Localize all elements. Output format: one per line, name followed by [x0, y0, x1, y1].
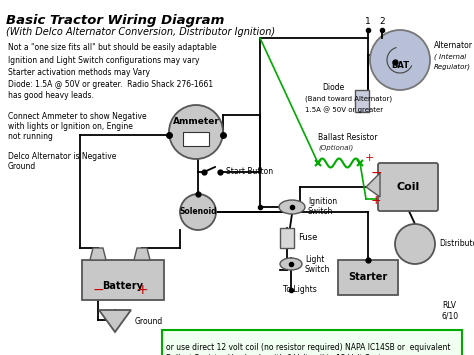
- Text: Not a "one size fits all" but should be easily adaptable: Not a "one size fits all" but should be …: [8, 43, 217, 52]
- Text: Diode: Diode: [322, 83, 344, 93]
- Text: Coil: Coil: [396, 182, 419, 192]
- Text: Diode: 1.5A @ 50V or greater.  Radio Shack 276-1661: Diode: 1.5A @ 50V or greater. Radio Shac…: [8, 80, 213, 89]
- Polygon shape: [90, 248, 106, 260]
- Text: (With Delco Alternator Conversion, Distributor Ignition): (With Delco Alternator Conversion, Distr…: [6, 27, 275, 37]
- Text: with lights or Ignition on, Engine: with lights or Ignition on, Engine: [8, 122, 133, 131]
- Circle shape: [370, 30, 430, 90]
- Text: not running: not running: [8, 132, 53, 141]
- Text: Alternator: Alternator: [434, 42, 473, 50]
- Text: (Optional): (Optional): [318, 145, 353, 151]
- Text: Basic Tractor Wiring Diagram: Basic Tractor Wiring Diagram: [6, 14, 224, 27]
- Text: Switch: Switch: [305, 264, 330, 273]
- Bar: [338, 260, 398, 295]
- Bar: [183, 132, 209, 146]
- Text: RLV: RLV: [442, 301, 456, 311]
- FancyBboxPatch shape: [378, 163, 438, 211]
- Text: Regulator): Regulator): [434, 64, 471, 70]
- Text: Delco Alternator is Negative: Delco Alternator is Negative: [8, 152, 117, 161]
- Text: Start Button: Start Button: [226, 168, 273, 176]
- Bar: [280, 228, 294, 248]
- Text: or use direct 12 volt coil (no resistor required) NAPA IC14SB or  equivalent: or use direct 12 volt coil (no resistor …: [166, 343, 450, 352]
- Bar: [355, 90, 369, 112]
- Polygon shape: [99, 310, 131, 332]
- Text: Solenoid: Solenoid: [179, 208, 217, 217]
- Text: Connect Ammeter to show Negative: Connect Ammeter to show Negative: [8, 112, 146, 121]
- Text: Switch: Switch: [308, 208, 333, 217]
- Text: Ammeter: Ammeter: [173, 118, 219, 126]
- Text: 1.5A @ 50V or greater: 1.5A @ 50V or greater: [305, 106, 383, 113]
- Text: Battery: Battery: [102, 281, 144, 291]
- Text: 6/10: 6/10: [442, 311, 459, 321]
- Text: 1: 1: [365, 17, 371, 27]
- Ellipse shape: [280, 258, 302, 270]
- Text: To Lights: To Lights: [283, 285, 317, 295]
- Circle shape: [169, 105, 223, 159]
- Polygon shape: [366, 173, 380, 197]
- Text: Ground: Ground: [135, 317, 163, 327]
- Text: +: +: [136, 283, 148, 297]
- Text: 2: 2: [379, 17, 385, 27]
- Text: Starter activation methods may Vary: Starter activation methods may Vary: [8, 68, 150, 77]
- Text: has good heavy leads.: has good heavy leads.: [8, 91, 94, 100]
- Bar: [82, 260, 164, 300]
- Text: +: +: [365, 153, 374, 163]
- Text: Ground: Ground: [8, 162, 36, 171]
- Text: Starter: Starter: [348, 273, 388, 283]
- Text: −: −: [370, 166, 382, 180]
- Text: Distributor: Distributor: [439, 240, 474, 248]
- Text: Ballast Resistor: Ballast Resistor: [318, 133, 377, 142]
- Ellipse shape: [279, 200, 305, 214]
- Text: Ignition and Light Switch configurations may vary: Ignition and Light Switch configurations…: [8, 56, 200, 65]
- Text: Ignition: Ignition: [308, 197, 337, 207]
- Bar: [162, 330, 462, 355]
- Text: BAT: BAT: [391, 60, 409, 70]
- Text: −: −: [92, 283, 104, 297]
- Text: Light: Light: [305, 255, 324, 263]
- Text: Fuse: Fuse: [298, 234, 318, 242]
- Text: ( Internal: ( Internal: [434, 54, 466, 60]
- Text: Ballast Resistor Used only with 6 Volt coil in 12 Volt System: Ballast Resistor Used only with 6 Volt c…: [166, 354, 393, 355]
- Circle shape: [180, 194, 216, 230]
- Text: (Band toward Alternator): (Band toward Alternator): [305, 96, 392, 102]
- Text: +: +: [371, 195, 381, 208]
- Circle shape: [395, 224, 435, 264]
- Polygon shape: [134, 248, 150, 260]
